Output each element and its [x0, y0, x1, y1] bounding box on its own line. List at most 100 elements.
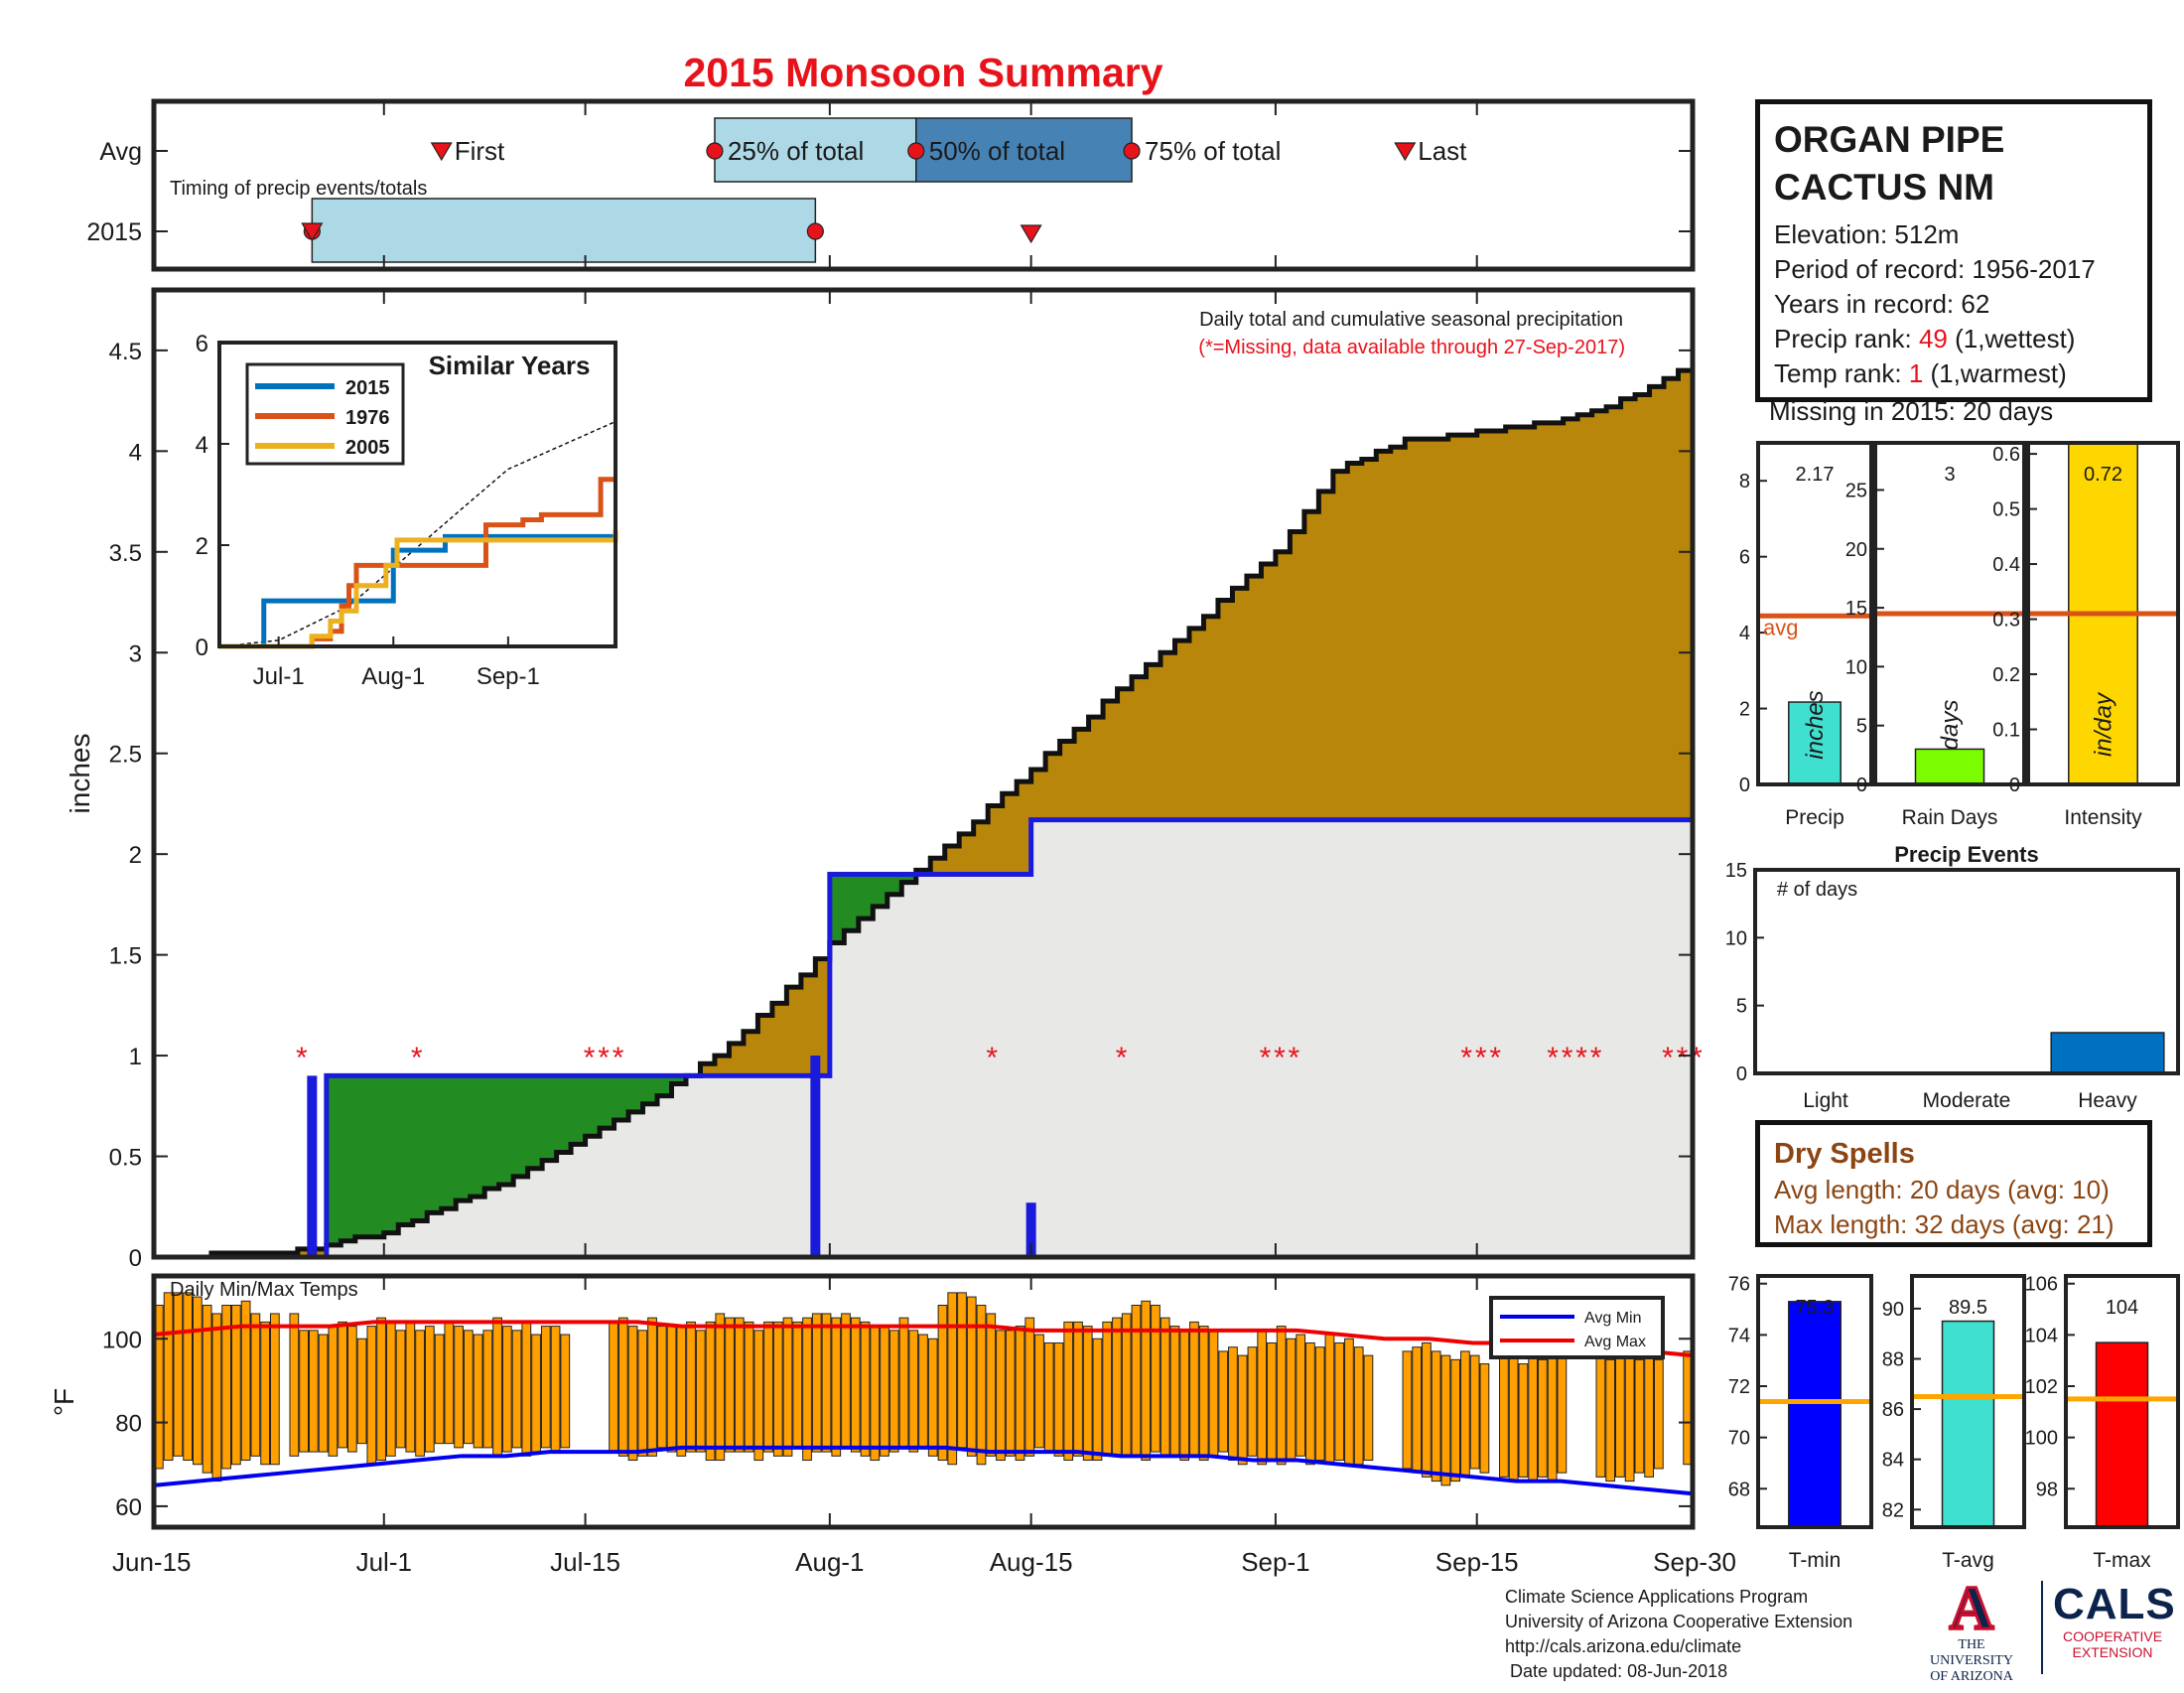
daily-temp-bar	[1460, 1350, 1470, 1478]
mini-panel-frame	[2064, 1274, 2180, 1529]
daily-temp-bar	[802, 1317, 812, 1462]
daily-temp-bar	[521, 1321, 532, 1457]
missing-day-marker: *	[1489, 1042, 1501, 1074]
dry-spells-avg: Avg length: 20 days (avg: 10)	[1774, 1175, 2110, 1204]
daily-temp-bar	[880, 1326, 889, 1457]
daily-temp-bar	[821, 1313, 832, 1453]
daily-temp-bar	[637, 1330, 648, 1457]
main-annotation: Daily total and cumulative seasonal prec…	[1199, 309, 1623, 331]
precip-rank-value: 49	[1918, 324, 1948, 353]
credits-line2: University of Arizona Cooperative Extens…	[1505, 1612, 1853, 1631]
daily-temp-bar	[1063, 1321, 1074, 1462]
daily-precip-bar	[307, 1075, 318, 1257]
mini-ytick-label: 0.2	[1992, 664, 2020, 686]
daily-temp-bar	[1151, 1305, 1160, 1453]
mini-ytick-label: 4	[1739, 623, 1750, 644]
similar-years-frame	[217, 341, 617, 648]
mini-panel-label: Intensity	[2064, 806, 2142, 829]
station-years: Years in record: 62	[1774, 289, 1990, 319]
daily-temp-bar	[715, 1313, 726, 1462]
mini-ytick-label: 68	[1728, 1479, 1750, 1500]
credits: Climate Science Applications Program Uni…	[1505, 1585, 1852, 1684]
daily-temp-bar	[908, 1330, 919, 1453]
main-xtick-label: Sep-1	[1241, 1547, 1309, 1577]
mini-value-label: 104	[2106, 1297, 2138, 1319]
daily-temp-bar	[888, 1330, 899, 1453]
daily-temp-bar	[850, 1317, 861, 1453]
daily-temp-bar	[1450, 1358, 1461, 1482]
daily-temp-bar	[415, 1330, 425, 1457]
daily-temp-bar	[299, 1330, 309, 1453]
daily-temp-bar	[898, 1317, 909, 1449]
cals-logo-sub1: COOPERATIVE	[2062, 1628, 2163, 1644]
main-xtick-label: Sep-30	[1653, 1547, 1736, 1577]
credits-line4: Date updated: 08-Jun-2018	[1505, 1661, 1728, 1681]
dry-spells-title: Dry Spells	[1774, 1138, 1915, 1170]
mini-unit-label: in/day	[2091, 691, 2117, 757]
daily-temp-bar	[1422, 1341, 1432, 1478]
temps-ytick-label: 80	[115, 1411, 142, 1438]
daily-temp-bar	[686, 1321, 696, 1453]
daily-temp-bar	[647, 1317, 657, 1457]
dry-spells-max: Max length: 32 days (avg: 21)	[1774, 1209, 2115, 1239]
main-xtick-label: Jun-15	[112, 1547, 192, 1577]
daily-temp-bar	[550, 1326, 561, 1453]
daily-temp-bar	[173, 1292, 184, 1457]
daily-temp-bar	[250, 1313, 261, 1457]
missing-day-marker: *	[411, 1042, 423, 1074]
daily-temp-bar	[1112, 1317, 1122, 1457]
station-name-line2: CACTUS NM	[1774, 167, 1994, 208]
precip-rank-note: (1,wettest)	[1947, 324, 2076, 353]
university-of-arizona-logo: A THE UNIVERSITY OF ARIZONA	[1920, 1574, 2023, 1685]
similar-legend-label: 2005	[345, 437, 390, 459]
dry-spells-box: Dry Spells Avg length: 20 days (avg: 10)…	[1755, 1120, 2152, 1247]
daily-temp-bar	[395, 1330, 406, 1449]
daily-temp-bar	[385, 1321, 396, 1457]
year-last-marker	[1020, 224, 1042, 244]
mini-ytick-label: 0	[2009, 775, 2020, 796]
daily-temp-bar	[1479, 1363, 1490, 1474]
daily-temp-bar	[1053, 1341, 1064, 1457]
daily-temp-bar	[1615, 1350, 1625, 1478]
missing-days: Missing in 2015: 20 days	[1769, 396, 2054, 426]
mini-ytick-label: 76	[1728, 1274, 1750, 1296]
daily-temp-bar	[1344, 1338, 1354, 1466]
daily-temp-bar	[202, 1305, 212, 1474]
daily-temp-bar	[163, 1292, 174, 1462]
daily-temp-bar	[346, 1326, 357, 1453]
daily-temp-bar	[356, 1338, 367, 1445]
avg-first-marker	[430, 142, 453, 162]
mini-ytick-label: 72	[1728, 1376, 1750, 1398]
cals-logo: CALS COOPERATIVE EXTENSION	[2053, 1581, 2175, 1661]
temps-ylabel: °F	[49, 1388, 79, 1416]
daily-temp-bar	[609, 1321, 618, 1453]
station-elevation: Elevation: 512m	[1774, 219, 1960, 249]
daily-temp-bar	[617, 1317, 628, 1457]
daily-precip-bar	[810, 1056, 821, 1257]
daily-temp-bar	[1412, 1346, 1423, 1474]
daily-temp-bar	[996, 1330, 1006, 1462]
mini-value-label: 0.72	[2084, 464, 2122, 486]
missing-day-marker: *	[1562, 1042, 1573, 1074]
similar-series-line-2005	[219, 529, 618, 649]
temps-panel-frame	[151, 1273, 1696, 1530]
daily-temp-bar	[454, 1326, 464, 1449]
daily-temp-bar	[734, 1317, 745, 1453]
daily-temp-bar	[308, 1330, 319, 1453]
similar-xtick-label: Sep-1	[477, 663, 540, 690]
daily-temp-bar	[230, 1305, 241, 1466]
daily-temp-bar	[1305, 1341, 1315, 1466]
year-first-marker	[301, 222, 324, 242]
daily-temp-bar	[1267, 1341, 1277, 1462]
timing-label: 25% of total	[728, 136, 864, 166]
daily-temp-bar	[1082, 1326, 1093, 1462]
daily-temp-bar	[531, 1334, 541, 1453]
similar-ytick-label: 6	[196, 331, 208, 357]
daily-temp-bar	[1247, 1346, 1258, 1457]
events-ytick-label: 0	[1736, 1063, 1747, 1085]
avg-50-75-box	[915, 117, 1133, 183]
mini-unit-label: days	[1937, 700, 1964, 751]
daily-temp-bar	[1131, 1305, 1142, 1457]
mini-panel-label: T-avg	[1942, 1549, 1994, 1572]
daily-temp-bar	[937, 1305, 948, 1462]
